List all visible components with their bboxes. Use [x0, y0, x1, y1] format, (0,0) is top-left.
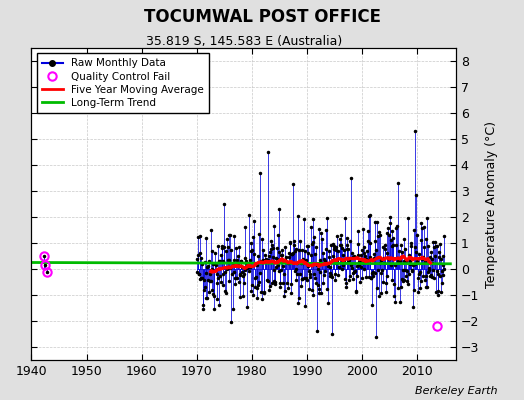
Text: Berkeley Earth: Berkeley Earth [416, 386, 498, 396]
Title: 35.819 S, 145.583 E (Australia): 35.819 S, 145.583 E (Australia) [146, 35, 342, 48]
Legend: Raw Monthly Data, Quality Control Fail, Five Year Moving Average, Long-Term Tren: Raw Monthly Data, Quality Control Fail, … [37, 53, 209, 113]
Y-axis label: Temperature Anomaly (°C): Temperature Anomaly (°C) [485, 120, 498, 288]
Text: TOCUMWAL POST OFFICE: TOCUMWAL POST OFFICE [144, 8, 380, 26]
